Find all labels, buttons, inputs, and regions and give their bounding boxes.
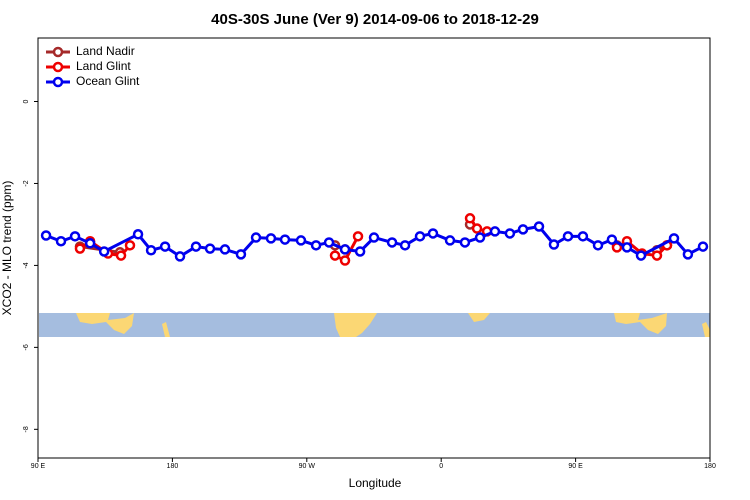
data-point [265, 233, 277, 244]
data-point [124, 240, 136, 251]
legend-marker [52, 46, 64, 58]
x-tick-label: 90 E [31, 463, 46, 470]
data-point [250, 232, 262, 243]
data-point [295, 235, 307, 246]
data-point [115, 250, 127, 261]
data-point [132, 229, 144, 240]
legend-marker [52, 76, 64, 88]
data-point [145, 245, 157, 256]
data-point [386, 237, 398, 248]
data-point [190, 241, 202, 252]
data-point [323, 237, 335, 248]
data-point [548, 239, 560, 250]
data-point [219, 244, 231, 255]
data-point [352, 231, 364, 242]
data-point [533, 221, 545, 232]
x-tick-label: 90 W [299, 463, 316, 470]
data-point [459, 237, 471, 248]
x-tick-label: 90 E [568, 463, 583, 470]
data-point [668, 233, 680, 244]
legend-label: Ocean Glint [76, 74, 140, 88]
x-tick-label: 180 [167, 463, 179, 470]
data-point [621, 242, 633, 253]
chart-title: 40S-30S June (Ver 9) 2014-09-06 to 2018-… [211, 11, 539, 28]
legend-marker [52, 61, 64, 73]
data-point [174, 251, 186, 262]
data-point [40, 230, 52, 241]
map-strip [39, 313, 710, 337]
data-point [310, 240, 322, 251]
data-point [562, 231, 574, 242]
data-point [84, 238, 96, 249]
data-point [697, 241, 709, 252]
x-tick-label: 0 [439, 463, 443, 470]
y-tick-label: -6 [23, 344, 30, 350]
y-tick-label: -2 [23, 180, 30, 186]
data-point [504, 228, 516, 239]
data-point [399, 240, 411, 251]
data-point [517, 224, 529, 235]
data-point [606, 234, 618, 245]
data-point [204, 243, 216, 254]
legend-label: Land Glint [76, 59, 131, 73]
x-tick-label: 180 [704, 463, 716, 470]
data-point [414, 231, 426, 242]
data-point [55, 235, 67, 247]
data-point [329, 250, 341, 261]
x-axis-label: Longitude [349, 476, 402, 490]
data-point [235, 249, 247, 260]
data-point [682, 249, 694, 260]
data-point [489, 226, 501, 237]
data-point [159, 241, 171, 252]
data-point [98, 246, 110, 257]
y-axis-label: XCO2 - MLO trend (ppm) [0, 181, 14, 316]
y-tick-label: -4 [23, 262, 30, 268]
data-point [464, 213, 476, 224]
data-point [474, 232, 486, 243]
plot-frame [37, 37, 711, 459]
data-point [471, 223, 483, 234]
data-point [339, 244, 351, 255]
data-point [444, 235, 456, 246]
legend-label: Land Nadir [76, 44, 135, 58]
data-point [592, 240, 604, 251]
data-point [279, 234, 291, 245]
data-point [339, 255, 351, 266]
y-tick-label: 0 [23, 99, 30, 103]
data-point [577, 231, 589, 242]
data-point [651, 250, 663, 261]
data-point [368, 232, 380, 243]
data-point [74, 243, 86, 254]
data-point [427, 228, 439, 239]
data-point [354, 246, 366, 257]
data-point [635, 250, 647, 261]
data-point [69, 231, 81, 242]
y-tick-label: -8 [23, 426, 30, 432]
